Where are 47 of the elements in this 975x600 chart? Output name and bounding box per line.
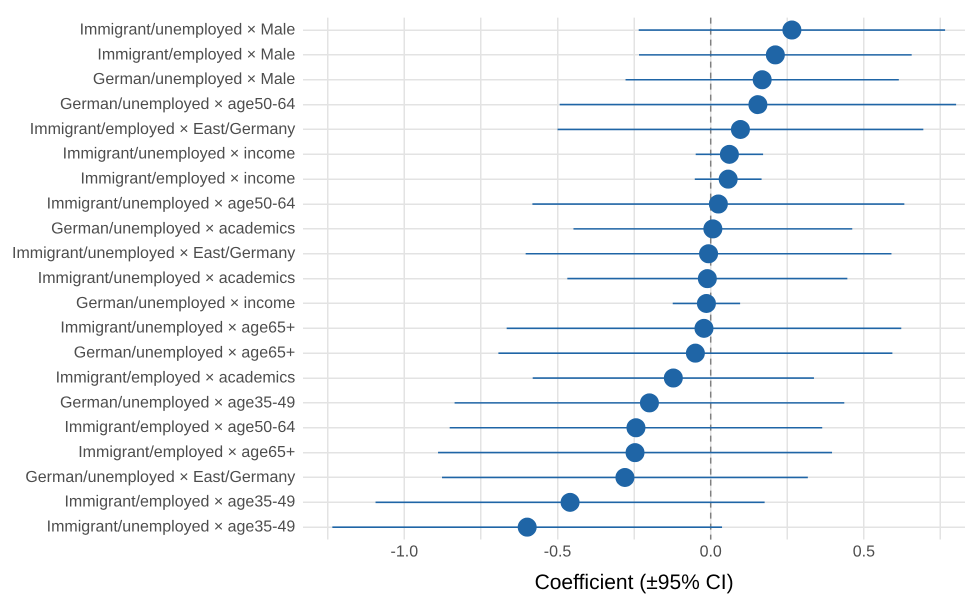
point bbox=[664, 368, 683, 388]
point bbox=[718, 170, 738, 189]
y-tick-label: German/unemployed × academics bbox=[51, 220, 296, 238]
point bbox=[615, 468, 634, 487]
y-tick-label: Immigrant/employed × East/Germany bbox=[30, 120, 296, 138]
y-tick-label: German/unemployed × age50-64 bbox=[60, 96, 296, 114]
point bbox=[782, 20, 802, 40]
x-axis-title: Coefficient (±95% CI) bbox=[534, 571, 734, 594]
y-tick-label: German/unemployed × income bbox=[76, 294, 296, 312]
y-tick-label: Immigrant/employed × age50-64 bbox=[64, 419, 296, 436]
y-tick-label: Immigrant/unemployed × age50-64 bbox=[46, 195, 296, 212]
point bbox=[560, 492, 580, 512]
y-tick-label: Immigrant/unemployed × age35-49 bbox=[46, 518, 296, 536]
point bbox=[766, 45, 785, 64]
y-tick-label: Immigrant/employed × income bbox=[80, 170, 296, 188]
point bbox=[748, 95, 768, 114]
point bbox=[686, 344, 705, 363]
point bbox=[703, 219, 722, 238]
point bbox=[720, 144, 739, 164]
x-tick-label: 0.0 bbox=[700, 544, 722, 561]
x-tick-label: -0.5 bbox=[544, 544, 572, 561]
point bbox=[626, 443, 645, 462]
x-tick-label: -1.0 bbox=[390, 544, 418, 561]
y-tick-label: German/unemployed × age65+ bbox=[74, 344, 296, 362]
point bbox=[698, 269, 717, 288]
point bbox=[708, 194, 728, 214]
point bbox=[696, 294, 716, 313]
point bbox=[640, 393, 659, 412]
y-tick-label: Immigrant/unemployed × income bbox=[62, 146, 296, 163]
point bbox=[752, 70, 772, 90]
y-tick-label: Immigrant/unemployed × academics bbox=[38, 270, 296, 288]
y-tick-label: Immigrant/employed × age65+ bbox=[78, 444, 296, 462]
point bbox=[626, 418, 646, 438]
y-tick-label: Immigrant/employed × Male bbox=[97, 46, 296, 64]
point bbox=[699, 244, 718, 264]
point bbox=[518, 518, 537, 537]
point bbox=[694, 318, 714, 338]
x-tick-label: 0.5 bbox=[852, 544, 876, 561]
y-tick-label: Immigrant/employed × age35-49 bbox=[64, 494, 296, 511]
y-tick-label: German/unemployed × age35-49 bbox=[60, 394, 296, 412]
y-tick-label: Immigrant/unemployed × East/Germany bbox=[12, 245, 296, 262]
point bbox=[730, 120, 750, 139]
y-tick-label: Immigrant/unemployed × age65+ bbox=[60, 320, 296, 337]
y-tick-label: German/unemployed × Male bbox=[92, 71, 296, 88]
y-tick-label: Immigrant/employed × academics bbox=[56, 369, 296, 386]
y-tick-label: Immigrant/unemployed × Male bbox=[80, 21, 296, 38]
y-tick-label: German/unemployed × East/Germany bbox=[25, 468, 296, 486]
